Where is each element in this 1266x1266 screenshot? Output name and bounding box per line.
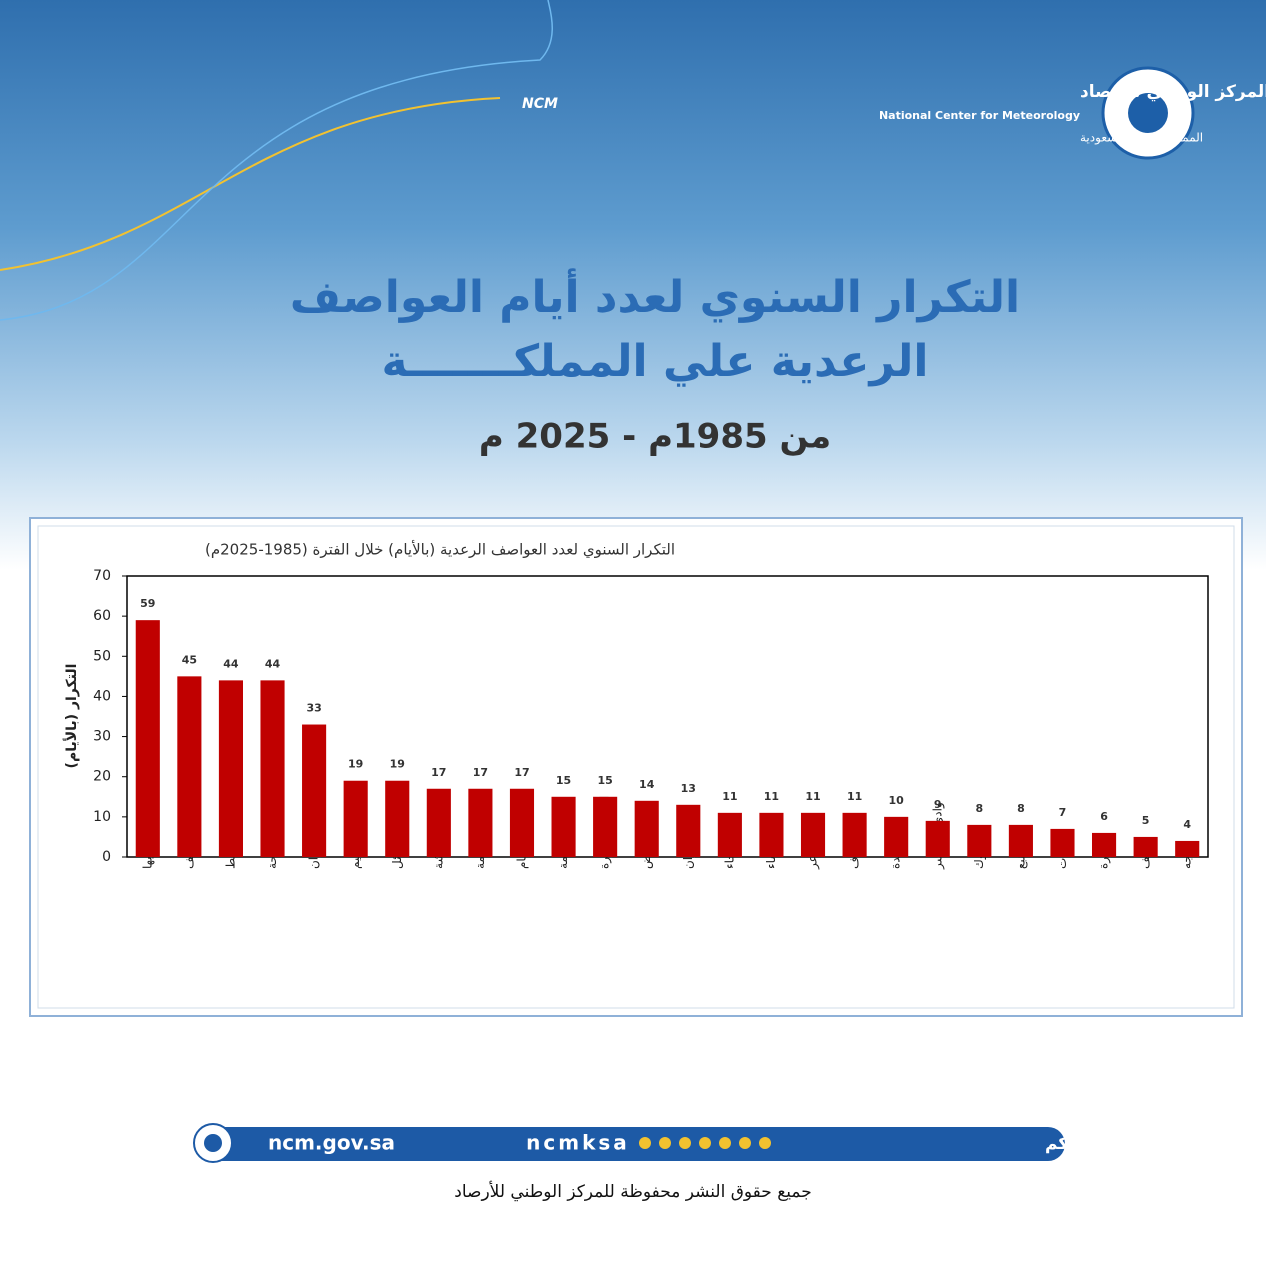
title-line1: التكرار السنوي لعدد أيام العواصف <box>290 268 1020 323</box>
y-tick-label: 40 <box>93 688 111 704</box>
y-tick-label: 30 <box>93 729 111 745</box>
data-label: 44 <box>223 657 239 670</box>
bar <box>426 788 451 857</box>
bar <box>759 812 784 857</box>
bar <box>676 804 701 857</box>
bar <box>1092 832 1117 857</box>
period: من 1985م - 2025 م <box>479 417 831 457</box>
chart-frame <box>29 517 1243 1017</box>
social-icon <box>639 1137 651 1149</box>
data-label: 5 <box>1142 814 1150 827</box>
data-label: 19 <box>390 758 405 771</box>
bar <box>1008 824 1033 857</box>
social-icon <box>699 1137 711 1149</box>
data-label: 8 <box>975 802 983 815</box>
plot-area <box>126 575 1209 858</box>
bar <box>302 724 327 857</box>
website: ncm.gov.sa <box>268 1131 395 1155</box>
y-axis-label: التكرار (بالأيام) <box>63 664 80 769</box>
decor-line <box>0 0 553 321</box>
bar <box>1133 836 1158 857</box>
bar <box>177 676 202 857</box>
y-tick-label: 0 <box>102 849 111 865</box>
social-icon <box>659 1137 671 1149</box>
chart-inner-frame <box>37 525 1235 1009</box>
data-label: 59 <box>140 597 155 610</box>
y-tick-label: 60 <box>93 608 111 624</box>
y-tick-label: 20 <box>93 769 111 785</box>
bar <box>135 620 160 857</box>
data-label: 19 <box>348 758 363 771</box>
y-tick-label: 50 <box>93 648 111 664</box>
social-handle: ncmksa <box>526 1131 630 1155</box>
x-tick-label: أبها <box>139 853 154 869</box>
data-label: 11 <box>847 790 862 803</box>
badge: NCM <box>522 96 558 112</box>
data-label: 10 <box>889 794 905 807</box>
title-line2: الرعدية علي المملكـــــــة <box>382 336 929 387</box>
data-label: 45 <box>182 653 197 666</box>
hashtag: #نحيطكم_بأجوائكم <box>1045 1132 1204 1154</box>
bar <box>385 780 410 857</box>
bar <box>842 812 867 857</box>
data-label: 4 <box>1183 818 1191 831</box>
data-label: 33 <box>306 702 321 715</box>
data-label: 9 <box>934 798 942 811</box>
data-label: 44 <box>265 657 281 670</box>
data-label: 11 <box>764 790 779 803</box>
org-ar: المركز الوطني للأرصاد <box>1080 81 1266 102</box>
bar <box>925 820 950 857</box>
social-icon <box>739 1137 751 1149</box>
data-label: 13 <box>681 782 696 795</box>
bar <box>717 812 742 857</box>
social-icon <box>679 1137 691 1149</box>
data-label: 11 <box>722 790 737 803</box>
data-label: 17 <box>514 766 529 779</box>
bar <box>967 824 992 857</box>
logo-mark <box>1128 93 1168 133</box>
org-en: National Center for Meteorology <box>879 109 1080 122</box>
data-label: 15 <box>597 774 612 787</box>
bar <box>509 788 535 857</box>
data-label: 15 <box>556 774 571 787</box>
data-label: 11 <box>805 790 820 803</box>
decor-line <box>0 97 501 271</box>
bar <box>218 680 243 857</box>
data-label: 14 <box>639 778 655 791</box>
bar <box>551 796 576 857</box>
data-label: 6 <box>1100 810 1108 823</box>
data-label: 8 <box>1017 802 1025 815</box>
y-tick-label: 10 <box>93 809 111 825</box>
bar <box>1050 828 1075 857</box>
footer-logo-mark <box>204 1134 222 1152</box>
y-tick-label: 70 <box>93 568 111 584</box>
bar <box>1175 840 1200 857</box>
copyright: جميع حقوق النشر محفوظة للمركز الوطني للأ… <box>454 1181 811 1202</box>
bar <box>343 780 368 857</box>
bar <box>634 800 659 857</box>
bar <box>593 796 618 857</box>
bar <box>260 680 285 857</box>
country-ar: المملكة العربية السعودية <box>1080 131 1203 146</box>
chart-title: التكرار السنوي لعدد العواصف الرعدية (بال… <box>205 540 675 560</box>
data-label: 7 <box>1059 806 1067 819</box>
data-label: 17 <box>431 766 446 779</box>
footer-bar <box>195 1127 1065 1161</box>
social-icons <box>639 1137 771 1149</box>
social-icon <box>759 1137 771 1149</box>
bar <box>884 816 909 857</box>
social-icon <box>719 1137 731 1149</box>
data-label: 17 <box>473 766 488 779</box>
bar <box>468 788 493 857</box>
bar <box>800 812 826 857</box>
